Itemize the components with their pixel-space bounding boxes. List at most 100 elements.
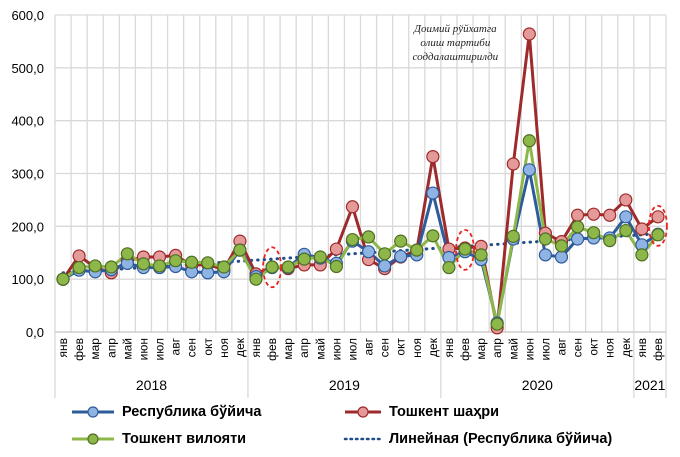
data-point xyxy=(587,207,601,221)
data-point xyxy=(426,149,440,164)
data-point xyxy=(635,248,649,262)
annotation-line-1: Доимий рўйхатга xyxy=(413,23,497,35)
x-tick-label: янв xyxy=(249,338,263,358)
data-point xyxy=(201,256,215,270)
y-axis: 0,0 100,0 200,0 300,0 400,0 500,0 600,0 xyxy=(11,8,44,340)
data-point xyxy=(104,260,118,274)
y-tick-label: 400,0 xyxy=(11,114,44,129)
x-tick-label: ноя xyxy=(603,338,617,358)
y-tick-label: 500,0 xyxy=(11,61,44,76)
year-label: 2018 xyxy=(136,377,167,393)
x-tick-label: июн xyxy=(522,338,536,360)
legend-label-trendline: Линейная (Республика бўйича) xyxy=(389,431,613,447)
x-tick-label: дек xyxy=(233,337,247,357)
data-point xyxy=(329,259,343,274)
x-tick-label: фев xyxy=(265,338,279,361)
data-point xyxy=(442,260,456,275)
data-point xyxy=(233,243,247,257)
annotation-line-2: олиш тартиби xyxy=(420,37,490,49)
x-axis: янв фев мар апр май июн июл авг сен окт ноя дек янв ф… xyxy=(54,331,667,398)
data-point xyxy=(88,259,102,273)
data-point xyxy=(72,260,86,275)
data-point xyxy=(265,260,279,274)
data-point xyxy=(522,163,536,177)
x-tick-label: янв xyxy=(442,338,456,358)
data-point xyxy=(410,243,424,257)
legend-marker-tashkent-city-icon xyxy=(345,406,381,418)
data-point xyxy=(361,230,376,244)
data-point xyxy=(474,248,488,262)
x-tick-label: дек xyxy=(619,337,633,357)
x-tick-label: мар xyxy=(281,338,295,360)
year-label: 2020 xyxy=(522,377,553,393)
year-label: 2019 xyxy=(329,377,360,393)
x-tick-label: май xyxy=(120,338,134,360)
data-point xyxy=(378,259,392,273)
x-tick-label: окт xyxy=(201,338,215,356)
legend-item-trendline[interactable]: Линейная (Республика бўйича) xyxy=(343,431,612,447)
data-point xyxy=(249,272,263,286)
data-point xyxy=(378,247,392,261)
legend-item-tashkent-region[interactable]: Тошкент вилояти xyxy=(70,431,246,447)
legend-marker-tashkent-region-icon xyxy=(72,433,114,445)
x-tick-label: авг xyxy=(362,337,376,355)
x-tick-label: апр xyxy=(104,338,118,358)
legend-label-tashkent-region: Тошкент вилояти xyxy=(122,431,247,447)
data-point xyxy=(587,226,601,240)
y-tick-label: 300,0 xyxy=(11,167,44,182)
data-point xyxy=(120,247,134,261)
data-point xyxy=(603,233,617,248)
legend-item-republic[interactable]: Республика бўйича xyxy=(70,404,261,420)
x-tick-label: окт xyxy=(587,338,601,356)
y-tick-label: 0,0 xyxy=(26,325,44,340)
data-point xyxy=(56,272,70,286)
x-tick-label: май xyxy=(313,338,327,360)
data-point xyxy=(426,229,440,243)
data-point xyxy=(345,232,360,247)
data-point xyxy=(281,260,295,274)
x-tick-label: фев xyxy=(651,338,665,361)
data-point xyxy=(570,232,585,246)
x-tick-label: фев xyxy=(72,338,86,361)
year-label: 2021 xyxy=(634,377,665,393)
x-tick-label: мар xyxy=(474,338,488,360)
x-tick-label: дек xyxy=(426,337,440,357)
x-tick-label: июн xyxy=(136,338,150,360)
x-tick-label: янв xyxy=(56,338,70,358)
data-point xyxy=(490,317,504,331)
x-tick-label: апр xyxy=(297,338,311,358)
data-point xyxy=(136,257,151,271)
highlight-ellipse xyxy=(262,246,282,289)
data-point xyxy=(458,242,472,256)
x-tick-label: апр xyxy=(490,338,504,358)
data-point xyxy=(297,252,311,266)
x-tick-label: июн xyxy=(329,338,343,360)
legend-item-tashkent-city[interactable]: Тошкент шаҳри xyxy=(343,404,499,420)
data-point xyxy=(651,210,665,224)
highlight-ellipses xyxy=(262,204,668,289)
data-point xyxy=(570,220,585,234)
x-tick-label: мар xyxy=(88,338,102,360)
x-tick-label: фев xyxy=(458,338,472,361)
data-point xyxy=(538,232,553,246)
data-point xyxy=(522,27,536,41)
data-point xyxy=(522,134,536,148)
data-point xyxy=(619,193,633,207)
x-tick-label: май xyxy=(506,338,520,360)
legend-marker-trendline-icon xyxy=(343,437,383,441)
x-tick-label: сен xyxy=(571,338,585,357)
x-tick-label: сен xyxy=(378,338,392,357)
data-point xyxy=(570,208,585,222)
annotation-line-3: соддалаштирилди xyxy=(413,51,499,63)
data-point xyxy=(426,186,440,200)
x-tick-label: янв xyxy=(635,338,649,358)
data-point xyxy=(635,222,649,236)
data-point xyxy=(329,242,343,256)
highlight-ellipse xyxy=(455,228,475,271)
series-markers xyxy=(56,27,665,335)
x-tick-label: июл xyxy=(538,338,552,360)
data-point xyxy=(361,245,376,259)
data-point xyxy=(554,250,569,264)
y-tick-label: 100,0 xyxy=(11,272,44,287)
